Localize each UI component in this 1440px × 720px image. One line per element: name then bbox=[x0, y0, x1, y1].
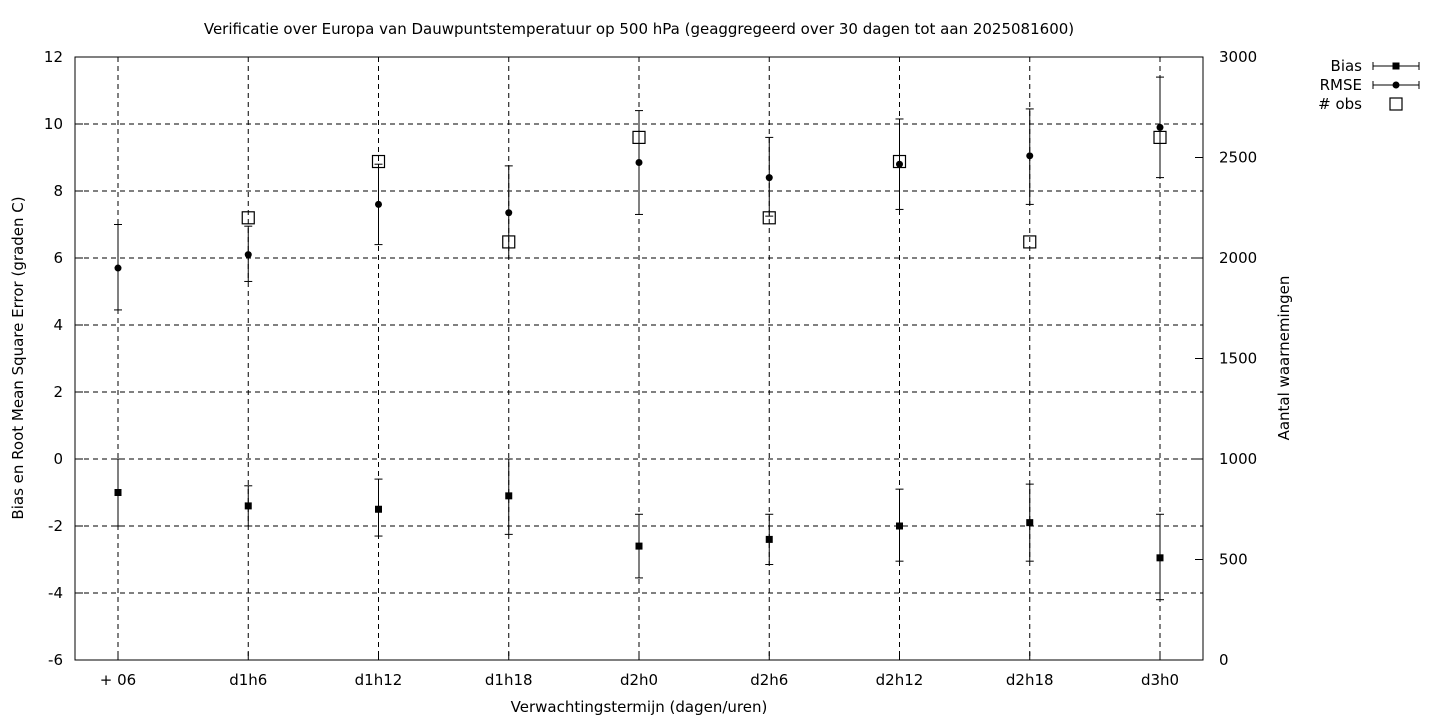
x-tick-label: d2h6 bbox=[750, 671, 788, 689]
obs-point bbox=[1023, 235, 1037, 249]
rmse-point bbox=[1156, 123, 1164, 131]
obs-point bbox=[371, 154, 386, 169]
bias-point bbox=[244, 502, 252, 510]
legend-marker-rmse bbox=[1392, 81, 1400, 89]
x-axis-label: Verwachtingstermijn (dagen/uren) bbox=[511, 698, 768, 716]
legend-marker-bias bbox=[1392, 62, 1400, 70]
x-tick-label: d2h0 bbox=[620, 671, 658, 689]
rmse-point bbox=[896, 160, 903, 168]
y-tick-label: 10 bbox=[44, 115, 63, 133]
y2-tick-label: 1500 bbox=[1219, 350, 1257, 368]
legend-label-bias: Bias bbox=[1331, 57, 1363, 75]
y-tick-label: 4 bbox=[53, 316, 63, 334]
series-layer bbox=[114, 76, 1167, 601]
obs-point bbox=[632, 130, 646, 144]
legend-marker-obs bbox=[1389, 97, 1403, 111]
y2-tick-label: 2000 bbox=[1219, 249, 1257, 267]
y-axis-label: Bias en Root Mean Square Error (graden C… bbox=[9, 196, 27, 519]
y2-tick-label: 1000 bbox=[1219, 450, 1257, 468]
y-tick-label: -2 bbox=[48, 517, 63, 535]
y-tick-label: 6 bbox=[53, 249, 63, 267]
obs-point bbox=[241, 211, 255, 225]
x-tick-label: d2h12 bbox=[876, 671, 924, 689]
x-tick-label: d1h12 bbox=[355, 671, 403, 689]
rmse-point bbox=[765, 174, 773, 182]
x-tick-label: d1h18 bbox=[485, 671, 533, 689]
obs-point bbox=[762, 211, 776, 225]
bias-point bbox=[635, 542, 643, 550]
bias-point bbox=[505, 492, 513, 500]
axis-ticks: -6 -4 -2 0 2 4 6 8 10 12 0 500 1000 1500 2000 2500 3000 +… bbox=[44, 48, 1257, 689]
y2-tick-label: 500 bbox=[1219, 551, 1248, 569]
x-tick-label: d1h6 bbox=[229, 671, 267, 689]
rmse-point bbox=[505, 209, 513, 217]
x-tick-label: d2h18 bbox=[1006, 671, 1054, 689]
obs-point bbox=[1153, 130, 1167, 144]
y-tick-label: -6 bbox=[48, 651, 63, 669]
bias-point bbox=[375, 505, 382, 513]
y-tick-label: 2 bbox=[53, 383, 63, 401]
y2-tick-label: 2500 bbox=[1219, 149, 1257, 167]
bias-point bbox=[1026, 519, 1034, 527]
x-tick-label: + 06 bbox=[100, 671, 136, 689]
rmse-point bbox=[114, 264, 122, 272]
y-tick-label: 0 bbox=[53, 450, 63, 468]
rmse-point bbox=[244, 251, 252, 259]
obs-point bbox=[892, 154, 907, 169]
obs-point bbox=[502, 235, 516, 249]
y-tick-label: 8 bbox=[53, 182, 63, 200]
legend-label-rmse: RMSE bbox=[1320, 76, 1362, 94]
legend-label-obs: # obs bbox=[1318, 95, 1362, 113]
rmse-point bbox=[635, 159, 643, 167]
bias-point bbox=[114, 489, 122, 496]
y2-axis-label: Aantal waarnemingen bbox=[1275, 276, 1293, 441]
rmse-point bbox=[375, 200, 382, 208]
bias-point bbox=[896, 522, 903, 530]
y-tick-label: 12 bbox=[44, 48, 63, 66]
y2-tick-label: 0 bbox=[1219, 651, 1229, 669]
x-tick-label: d3h0 bbox=[1141, 671, 1179, 689]
y2-tick-label: 3000 bbox=[1219, 48, 1257, 66]
bias-point bbox=[765, 535, 773, 543]
rmse-point bbox=[1026, 152, 1034, 160]
bias-point bbox=[1156, 554, 1164, 562]
chart-title: Verificatie over Europa van Dauwpuntstem… bbox=[204, 20, 1074, 38]
y-tick-label: -4 bbox=[48, 584, 63, 602]
